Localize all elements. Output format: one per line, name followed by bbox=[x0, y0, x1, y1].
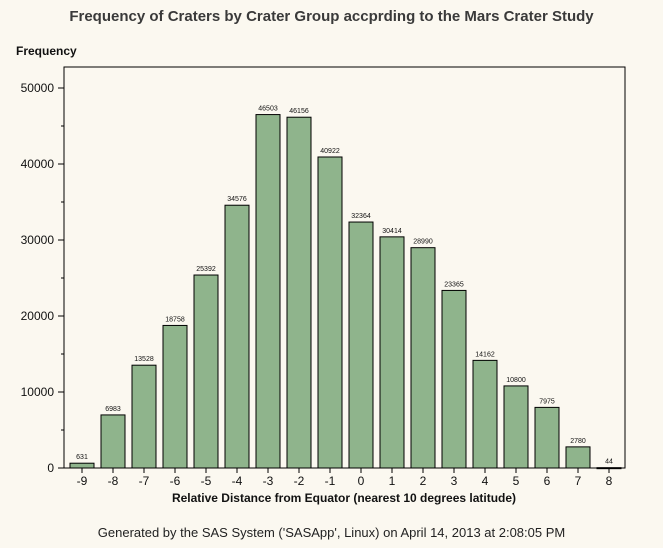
x-tick-label: 4 bbox=[482, 474, 489, 488]
bar bbox=[410, 247, 436, 469]
bar-value-label: 25392 bbox=[196, 266, 216, 273]
x-axis: -9 -8 -7 -6 -5 -4 -3 -2 -1 0 1 2 3 4 5 6 7 8 bbox=[77, 468, 613, 488]
bar bbox=[193, 274, 219, 469]
bar bbox=[224, 204, 250, 469]
bar-value-label: 18758 bbox=[165, 316, 185, 323]
bar-value-label: 2780 bbox=[570, 438, 586, 445]
bar bbox=[565, 446, 591, 469]
bar-value-label: 34576 bbox=[227, 196, 247, 203]
x-tick-label: 0 bbox=[358, 474, 365, 488]
x-tick-label: 7 bbox=[575, 474, 582, 488]
y-tick-label: 30000 bbox=[21, 233, 55, 247]
x-tick-label: 5 bbox=[513, 474, 520, 488]
y-axis-title: Frequency bbox=[16, 44, 77, 58]
bar bbox=[100, 414, 126, 469]
bar-value-label: 46503 bbox=[258, 106, 278, 113]
bar-value-label: 14162 bbox=[475, 351, 495, 358]
bar bbox=[472, 359, 498, 469]
bar bbox=[317, 156, 343, 469]
x-tick-label: -2 bbox=[294, 474, 305, 488]
bar bbox=[69, 462, 95, 469]
bar-value-label: 631 bbox=[76, 454, 88, 461]
x-tick-label: -9 bbox=[77, 474, 88, 488]
x-axis-title: Relative Distance from Equator (nearest … bbox=[172, 491, 516, 505]
bar bbox=[534, 406, 560, 469]
bar-value-label: 46156 bbox=[289, 108, 309, 115]
bar-value-label: 32364 bbox=[351, 213, 371, 220]
bar-value-label: 40922 bbox=[320, 148, 340, 155]
x-tick-label: 1 bbox=[389, 474, 396, 488]
bar bbox=[379, 236, 405, 469]
y-tick-label: 10000 bbox=[21, 385, 55, 399]
x-tick-label: -5 bbox=[201, 474, 212, 488]
bar-value-label: 44 bbox=[605, 459, 613, 466]
plot-frame bbox=[63, 66, 626, 469]
bar bbox=[348, 221, 374, 469]
chart-title: Frequency of Craters by Crater Group acc… bbox=[69, 8, 594, 25]
y-tick-label: 0 bbox=[47, 461, 54, 475]
x-tick-label: -1 bbox=[325, 474, 336, 488]
bar-value-label: 23365 bbox=[444, 281, 464, 288]
x-tick-label: -4 bbox=[232, 474, 243, 488]
bar-value-label: 13528 bbox=[134, 356, 154, 363]
bar-value-label: 10800 bbox=[506, 377, 526, 384]
y-axis: 0 10000 20000 30000 40000 50000 bbox=[21, 81, 64, 475]
y-tick-label: 50000 bbox=[21, 81, 55, 95]
bar-value-label: 30414 bbox=[382, 228, 402, 235]
bar bbox=[441, 289, 467, 469]
x-tick-label: -7 bbox=[139, 474, 150, 488]
x-tick-label: 8 bbox=[606, 474, 613, 488]
x-tick-label: -8 bbox=[108, 474, 119, 488]
bar bbox=[503, 385, 529, 469]
x-tick-label: 6 bbox=[544, 474, 551, 488]
footer-note: Generated by the SAS System ('SASApp', L… bbox=[97, 525, 566, 540]
x-tick-label: -6 bbox=[170, 474, 181, 488]
x-tick-label: 2 bbox=[420, 474, 427, 488]
x-tick-label: -3 bbox=[263, 474, 274, 488]
bar bbox=[131, 364, 157, 469]
bar bbox=[255, 114, 281, 469]
bar-value-label: 6983 bbox=[105, 406, 121, 413]
bar bbox=[162, 324, 188, 469]
y-tick-label: 20000 bbox=[21, 309, 55, 323]
bar-value-label: 28990 bbox=[413, 239, 433, 246]
x-tick-label: 3 bbox=[451, 474, 458, 488]
bar bbox=[286, 116, 312, 469]
bar bbox=[596, 467, 622, 470]
bar-value-label: 7975 bbox=[539, 398, 555, 405]
y-tick-label: 40000 bbox=[21, 157, 55, 171]
bars: 631 6983 13528 18758 25392 34576 46503 46156 409… bbox=[69, 106, 622, 470]
